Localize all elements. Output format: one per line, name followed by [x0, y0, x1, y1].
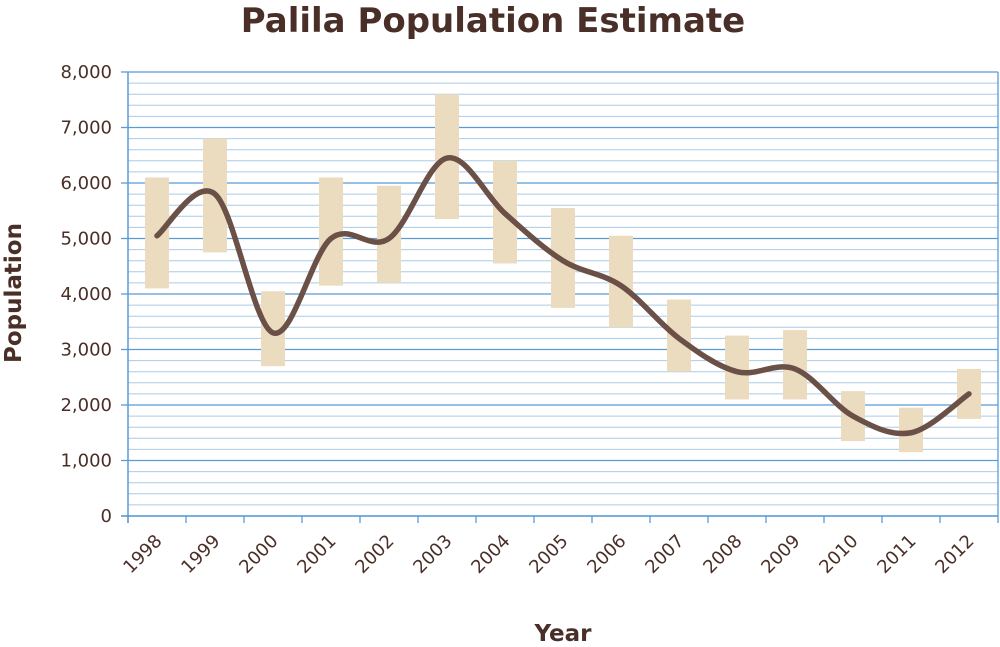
y-tick-label: 3,000 [60, 340, 112, 361]
y-tick-label: 2,000 [60, 395, 112, 416]
y-axis-title: Population [1, 223, 27, 363]
error-bars [145, 94, 981, 453]
x-tick-label: 2003 [409, 531, 456, 578]
x-tick-label: 2000 [235, 531, 282, 578]
x-tick-label: 2002 [351, 531, 398, 578]
y-tick-label: 4,000 [60, 284, 112, 305]
y-tick-label: 5,000 [60, 229, 112, 250]
y-tick-label: 8,000 [60, 62, 112, 83]
x-tick-label: 2006 [583, 531, 630, 578]
x-tick-label: 1998 [119, 531, 166, 578]
y-tick-label: 7,000 [60, 118, 112, 139]
axes [121, 71, 999, 523]
x-tick-labels: 1998 1999 2000 2001 2002 2003 2004 2005 2006 2007… [119, 531, 978, 578]
x-tick-label: 2012 [931, 531, 978, 578]
x-tick-label: 2004 [467, 531, 514, 578]
x-tick-label: 2007 [641, 531, 688, 578]
y-tick-label: 0 [101, 506, 112, 527]
y-tick-label: 6,000 [60, 173, 112, 194]
x-tick-label: 2005 [525, 531, 572, 578]
series-line-group [154, 155, 972, 437]
x-axis-title: Year [533, 621, 592, 647]
y-tick-label: 1,000 [60, 451, 112, 472]
x-tick-label: 2001 [293, 531, 340, 578]
y-tick-labels: 0 1,000 2,000 3,000 4,000 5,000 6,000 7,000 8,00… [60, 62, 112, 527]
x-tick-label: 2009 [757, 531, 804, 578]
x-tick-label: 2010 [815, 531, 862, 578]
x-tick-label: 2011 [873, 531, 920, 578]
error-bar [377, 185, 401, 283]
chart-title: Palila Population Estimate [241, 1, 745, 41]
x-tick-label: 2008 [699, 531, 746, 578]
x-tick-label: 1999 [177, 531, 224, 578]
